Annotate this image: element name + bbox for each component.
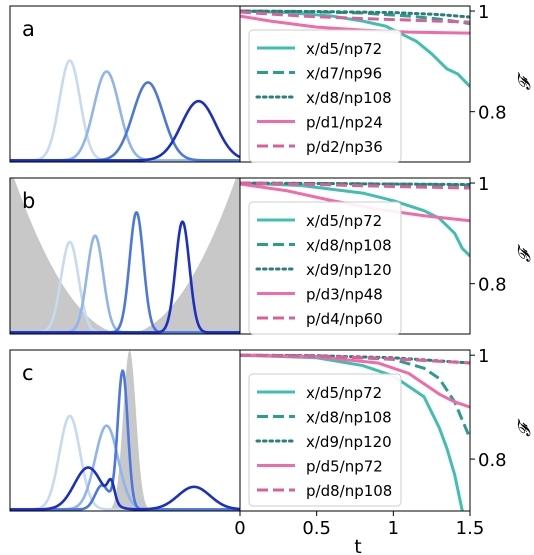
legend-box <box>248 373 402 507</box>
barrier-potential <box>10 350 240 511</box>
panel-label: b <box>22 189 35 213</box>
wavepacket-panel-c: c <box>9 349 241 512</box>
legend-label-3: x/d9/np120 <box>306 433 392 451</box>
x-axis-label: t <box>354 536 361 555</box>
y-tick-label: 1 <box>478 174 489 195</box>
legend-label-5: p/d4/np60 <box>306 310 383 328</box>
wavepacket-curve-4 <box>9 99 241 162</box>
panel-label: c <box>22 361 34 385</box>
series-line-1 <box>240 353 464 511</box>
legend-label-2: x/d7/np96 <box>306 65 382 83</box>
legend-label-2: x/d8/np108 <box>306 409 392 427</box>
panel-label: a <box>22 17 35 41</box>
y-tick-label: 0.8 <box>478 103 507 124</box>
legend-box <box>248 201 402 335</box>
legend-label-3: x/d8/np108 <box>306 89 392 107</box>
series-lines <box>240 353 470 511</box>
legend-label-5: p/d8/np108 <box>306 482 392 500</box>
series-line-1 <box>240 181 470 258</box>
wavepacket-curve-4 <box>9 220 241 334</box>
series-line-3 <box>240 9 470 19</box>
series-line-5 <box>240 10 470 24</box>
y-axis-label: 𝓕 <box>515 418 534 437</box>
legend-box <box>248 29 402 163</box>
legend-label-5: p/d2/np36 <box>306 138 383 156</box>
wavepacket-curve-2 <box>9 70 241 162</box>
legend-label-4: p/d1/np24 <box>306 114 383 132</box>
x-tick-label: 0.5 <box>302 518 331 539</box>
legend-label-1: x/d5/np72 <box>306 40 382 58</box>
series-line-5 <box>240 181 470 190</box>
wavepacket-curve-3 <box>9 81 241 162</box>
y-tick-label: 0.8 <box>478 275 507 296</box>
wavepacket-panel-a: a <box>9 5 241 163</box>
wavepacket-curve-1 <box>9 59 241 162</box>
fidelity-panel-a: 0.8 1 𝓕x/d5/np72 x/d7/np96 x/d8/np108 p/d1/np… <box>239 2 534 163</box>
y-axis-label: 𝓕 <box>515 71 534 90</box>
x-tick-label: 1.5 <box>456 518 485 539</box>
legend-label-4: p/d3/np48 <box>306 286 383 304</box>
wavepacket-curve-4 <box>9 466 241 511</box>
legend-label-2: x/d8/np108 <box>306 237 392 255</box>
legend-label-4: p/d5/np72 <box>306 458 383 476</box>
y-tick-label: 1 <box>478 2 489 23</box>
y-axis-label: 𝓕 <box>515 243 534 262</box>
fidelity-panel-c: 0.8 1 𝓕 0 0.5 1 1.5 t x/d5/np72 x/d8/np108 x/d9/np… <box>234 346 534 555</box>
y-tick-label: 0.8 <box>478 450 507 471</box>
y-tick-label: 1 <box>478 346 489 367</box>
panel-frame <box>239 349 471 512</box>
wavepacket-panel-b: b <box>9 177 241 335</box>
series-line-5 <box>240 353 470 365</box>
x-tick-label: 0 <box>234 518 245 539</box>
fidelity-panel-b: 0.8 1 𝓕x/d5/np72 x/d8/np108 x/d9/np120 p/d3/n… <box>239 174 534 335</box>
harmonic-potential <box>10 178 240 334</box>
legend-label-3: x/d9/np120 <box>306 261 392 279</box>
legend-label-1: x/d5/np72 <box>306 384 382 402</box>
series-line-4 <box>240 14 470 35</box>
x-tick-label: 1 <box>388 518 399 539</box>
legend-label-1: x/d5/np72 <box>306 212 382 230</box>
